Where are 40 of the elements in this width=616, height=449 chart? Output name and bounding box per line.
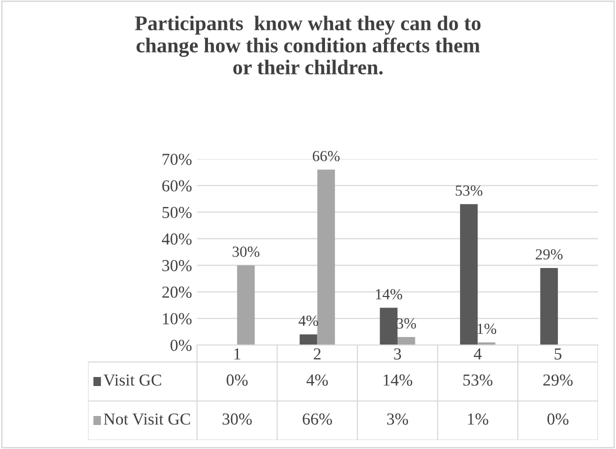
legend-label: Not Visit GC: [104, 413, 190, 425]
x-tick-label: 4: [474, 348, 482, 360]
data-label: 3%: [387, 413, 408, 425]
text: 30%: [232, 246, 260, 257]
data-label: 30%: [222, 413, 252, 425]
bar: [300, 334, 318, 345]
data-label: 14%: [384, 374, 412, 386]
legend-label: Visit GC: [103, 374, 162, 386]
bar: [460, 204, 478, 345]
bar: [237, 265, 255, 345]
y-tick-label: 10%: [163, 313, 192, 324]
y-tick-label: 70%: [162, 154, 192, 165]
text: 14%: [376, 289, 402, 300]
chart-title: Participants know what they can do to change how this condition affects them or their children.: [135, 16, 481, 75]
bar: [398, 337, 416, 345]
data-label: 0%: [226, 374, 248, 386]
y-tick-label: 20%: [162, 286, 192, 298]
y-tick-label: 50%: [162, 206, 192, 218]
data-label: 66%: [302, 413, 332, 425]
bar: [540, 268, 558, 345]
text: 4%: [298, 316, 318, 326]
y-tick-label: 0%: [170, 340, 192, 351]
text: 29%: [536, 249, 563, 260]
bar: [380, 308, 398, 345]
x-tick-label: 1: [234, 348, 240, 360]
x-tick-label: 3: [394, 348, 402, 360]
data-label: 0%: [547, 413, 568, 425]
text: 53%: [456, 185, 482, 196]
data-label: 53%: [463, 374, 492, 386]
data-label: 29%: [543, 374, 573, 386]
data-label: 4%: [306, 374, 328, 386]
y-tick-label: 60%: [162, 180, 192, 192]
x-tick-label: 2: [314, 348, 321, 360]
text: 1%: [478, 324, 496, 334]
x-tick-label: 5: [554, 348, 562, 360]
y-tick-label: 40%: [162, 233, 192, 245]
data-label: 1%: [468, 413, 488, 425]
y-tick-label: 30%: [162, 260, 192, 272]
bar: [317, 170, 335, 345]
text: 66%: [312, 150, 340, 162]
